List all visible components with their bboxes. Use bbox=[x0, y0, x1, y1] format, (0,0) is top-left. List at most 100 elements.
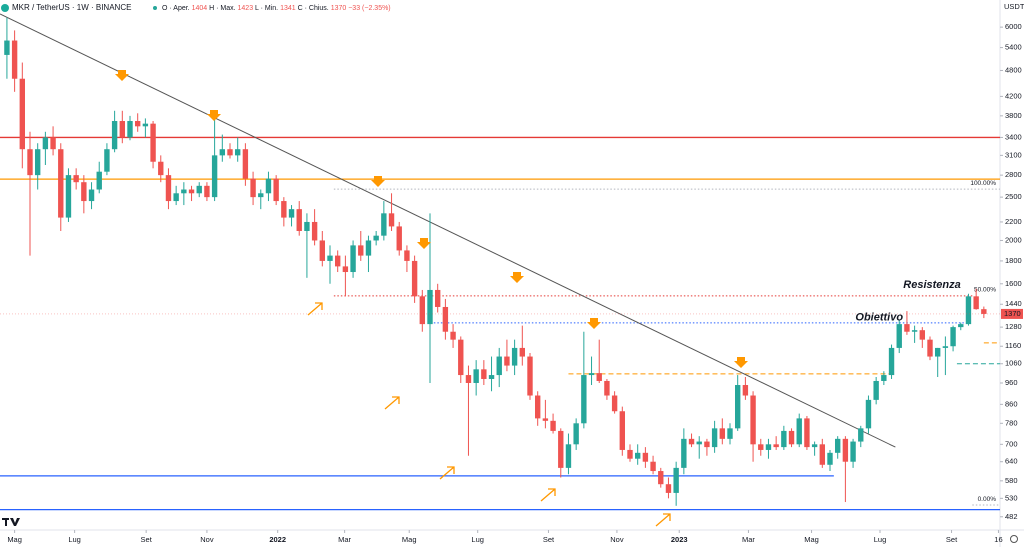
ohlc-value: 1423 bbox=[238, 5, 254, 12]
candle-body bbox=[973, 296, 979, 310]
candle-body bbox=[796, 418, 802, 445]
candle-body bbox=[288, 209, 295, 218]
candle-body bbox=[965, 296, 972, 325]
candle-body bbox=[388, 213, 395, 227]
candle-body bbox=[950, 327, 956, 347]
candle-body bbox=[935, 347, 941, 357]
header: MKR / TetherUS · 1W · BINANCE O · Aper. … bbox=[1, 2, 1024, 12]
candle-body bbox=[358, 245, 364, 256]
currency: USDT bbox=[1004, 2, 1024, 11]
candle-body bbox=[696, 441, 702, 445]
candle-body bbox=[596, 373, 602, 381]
candle-body bbox=[619, 411, 625, 450]
y-tick-label: 4800 bbox=[1005, 65, 1022, 74]
candle-body bbox=[335, 255, 341, 267]
candle-body bbox=[527, 356, 533, 396]
candle-body bbox=[435, 289, 441, 307]
down-arrows bbox=[115, 70, 748, 368]
candle-body bbox=[488, 375, 495, 379]
candle-body bbox=[519, 347, 525, 357]
up-arrow bbox=[307, 302, 323, 316]
candle-body bbox=[750, 395, 756, 445]
y-tick-label: 3800 bbox=[1005, 111, 1022, 120]
candle-body bbox=[58, 149, 64, 218]
y-tick-label: 580 bbox=[1005, 476, 1018, 485]
candle-body bbox=[427, 289, 433, 325]
candle-body bbox=[396, 226, 402, 251]
y-tick-label: 960 bbox=[1005, 378, 1018, 387]
y-tick-label: 700 bbox=[1005, 439, 1018, 448]
candle-body bbox=[804, 418, 810, 448]
price-tag-label: 1370 bbox=[1004, 309, 1021, 318]
candle-body bbox=[11, 40, 18, 79]
candle-body bbox=[135, 121, 141, 127]
candle-body bbox=[119, 121, 125, 138]
candle-body bbox=[865, 399, 872, 429]
annotation: Obiettivo bbox=[855, 311, 903, 323]
settings-icon[interactable] bbox=[1010, 535, 1018, 543]
x-tick-label: 16 bbox=[994, 535, 1002, 544]
ohlc-label: L · Min. bbox=[255, 5, 278, 12]
candle-body bbox=[327, 255, 333, 261]
y-tick-label: 1800 bbox=[1005, 256, 1022, 265]
y-tick-label: 2200 bbox=[1005, 217, 1022, 226]
candle-body bbox=[19, 78, 25, 150]
candle-body bbox=[442, 306, 449, 332]
candle-body bbox=[588, 373, 595, 376]
candle-body bbox=[611, 395, 618, 412]
candle-body bbox=[27, 149, 33, 176]
candle-body bbox=[219, 149, 225, 156]
candle-body bbox=[88, 189, 95, 202]
candle-body bbox=[919, 330, 925, 340]
y-tick-label: 780 bbox=[1005, 418, 1018, 427]
x-tick-label: Set bbox=[543, 535, 555, 544]
x-tick-label: Mar bbox=[338, 535, 351, 544]
down-arrow bbox=[587, 318, 601, 329]
candle-body bbox=[642, 452, 649, 462]
candle-body bbox=[304, 221, 310, 231]
candle-body bbox=[188, 189, 195, 194]
candle-body bbox=[888, 347, 895, 376]
candle-body bbox=[911, 330, 918, 332]
candle-body bbox=[942, 346, 949, 348]
y-tick-label: 860 bbox=[1005, 399, 1018, 408]
x-tick-label: Nov bbox=[610, 535, 624, 544]
candle-body bbox=[373, 235, 379, 241]
candle-body bbox=[173, 193, 179, 202]
candle-body bbox=[773, 444, 779, 448]
candle-body bbox=[104, 149, 110, 172]
candle-body bbox=[504, 356, 510, 366]
up-arrow bbox=[439, 466, 455, 480]
up-arrows bbox=[307, 302, 671, 527]
candle-body bbox=[419, 296, 425, 325]
candle-body bbox=[281, 201, 287, 218]
candle-body bbox=[819, 444, 825, 465]
x-tick-label: Mag bbox=[402, 535, 417, 544]
candle-body bbox=[735, 385, 741, 429]
candle-body bbox=[896, 324, 902, 348]
price-tag bbox=[1001, 308, 1023, 319]
x-tick-label: Lug bbox=[68, 535, 81, 544]
ohlc-value: 1370 bbox=[331, 5, 347, 12]
candle-body bbox=[411, 260, 418, 297]
candle-body bbox=[658, 471, 664, 485]
ohlc-label: H · Max. bbox=[209, 5, 236, 12]
candle-body bbox=[81, 182, 87, 202]
candle-body bbox=[604, 380, 610, 396]
candle-body bbox=[811, 444, 818, 448]
candle-body bbox=[873, 380, 879, 400]
candle-body bbox=[319, 240, 325, 261]
candle-body bbox=[635, 452, 641, 459]
down-arrow bbox=[417, 238, 431, 249]
y-tick-label: 1160 bbox=[1005, 341, 1021, 350]
candle-body bbox=[158, 161, 164, 176]
candle-body bbox=[481, 369, 487, 379]
x-tick-label: 2022 bbox=[269, 535, 286, 544]
logo bbox=[2, 518, 20, 526]
y-tick-label: 482 bbox=[1005, 512, 1018, 521]
candle-body bbox=[850, 441, 856, 462]
candle-body bbox=[681, 438, 687, 468]
